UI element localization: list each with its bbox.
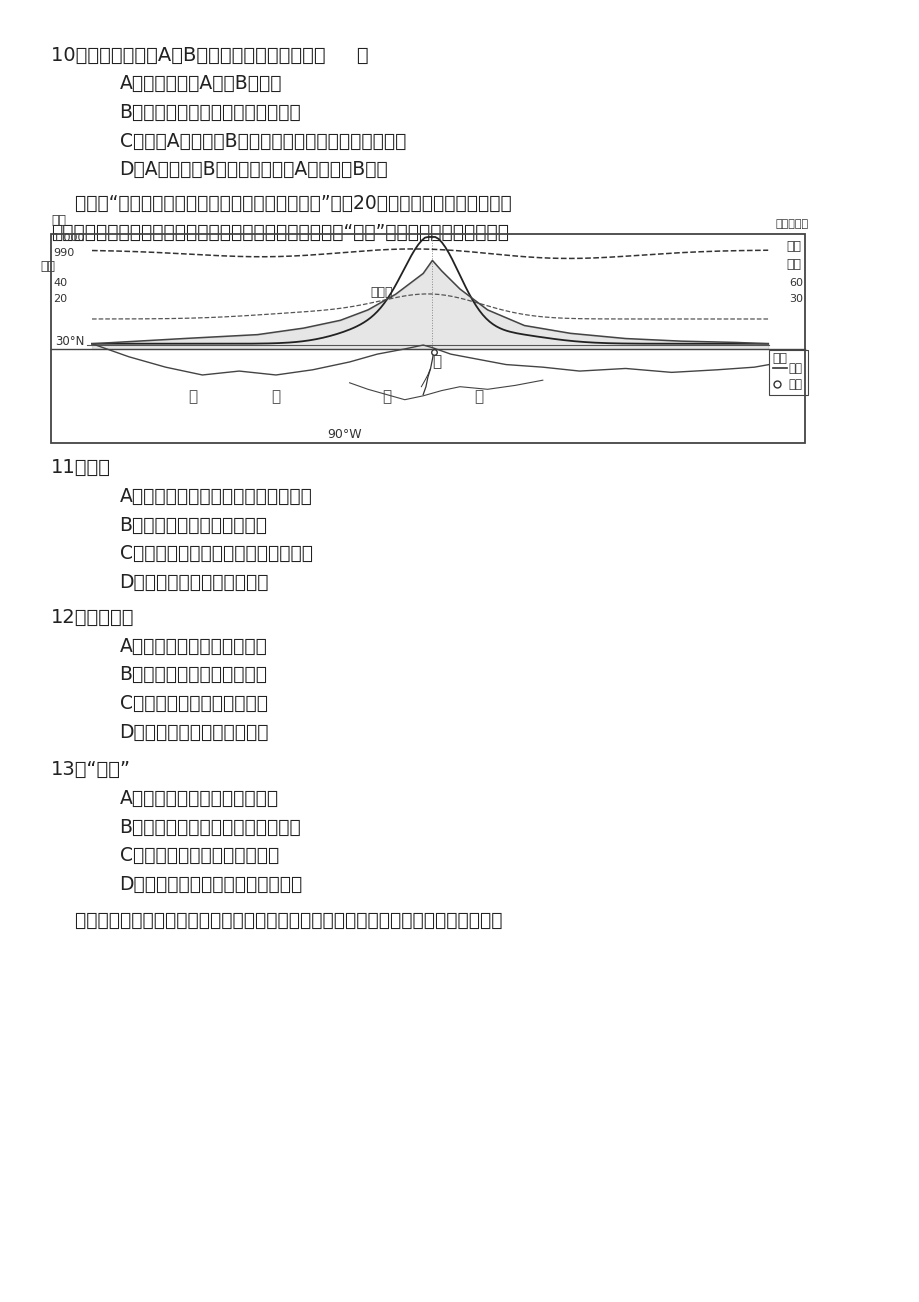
Text: B．两地主要以温带落叶阔叶林为主: B．两地主要以温带落叶阔叶林为主 <box>119 103 301 122</box>
Text: A．沿海深受寒流影响，降水少蒸发弱: A．沿海深受寒流影响，降水少蒸发弱 <box>119 487 312 506</box>
Text: 1 000: 1 000 <box>53 233 85 243</box>
Text: D．A地纬度比B地低，所以冬季A地气温比B地高: D．A地纬度比B地低，所以冬季A地气温比B地高 <box>119 160 388 180</box>
Text: B．制造业的研发与生产部门多迁出: B．制造业的研发与生产部门多迁出 <box>119 818 301 837</box>
Text: 图例: 图例 <box>772 352 787 365</box>
Text: 森林火灾发生频率与当地降水的季节变化相关，而且监测显示过火林地水土流失加剧。: 森林火灾发生频率与当地降水的季节变化相关，而且监测显示过火林地水土流失加剧。 <box>51 911 502 931</box>
Text: 90°W: 90°W <box>327 428 362 441</box>
Text: D．城市中心区大力兴建高档住宅区: D．城市中心区大力兴建高档住宅区 <box>119 875 302 894</box>
Text: 11．甲地: 11．甲地 <box>51 458 110 478</box>
Text: 60: 60 <box>789 277 802 288</box>
Text: B．城市应该启动防内涝预案: B．城市应该启动防内涝预案 <box>119 665 267 685</box>
Text: 毫米: 毫米 <box>40 260 55 273</box>
Text: D．盛行西南风导致气温升高: D．盛行西南风导致气温升高 <box>119 723 269 742</box>
Text: 下图是“某国沿海地区及夏季某日气象资料统计图”。分20世纪中后期开始，该国东北: 下图是“某国沿海地区及夏季某日气象资料统计图”。分20世纪中后期开始，该国东北 <box>51 194 511 214</box>
Text: 风速: 风速 <box>786 258 800 271</box>
Text: 千米／小时: 千米／小时 <box>775 219 808 229</box>
Text: C．受暖锋影响形成大量降水: C．受暖锋影响形成大量降水 <box>119 694 267 713</box>
Text: 13．“锈带”: 13．“锈带” <box>51 760 130 780</box>
Text: 12．此时甲地: 12．此时甲地 <box>51 608 134 628</box>
Text: A．已成为世界微电子产业中心: A．已成为世界微电子产业中心 <box>119 789 278 809</box>
Text: 哥: 哥 <box>381 389 391 405</box>
Text: A．气温年较巪A地与B地相同: A．气温年较巪A地与B地相同 <box>119 74 282 94</box>
Text: 10．下列关于图中A、B两地的叙述，正确的是（     ）: 10．下列关于图中A、B两地的叙述，正确的是（ ） <box>51 46 368 65</box>
Text: B．河流径流量的季节变化小: B．河流径流量的季节变化小 <box>119 516 267 535</box>
Text: 湾: 湾 <box>473 389 482 405</box>
Text: C．冬季A地气温比B地低，洋流是其主要影响因素之一: C．冬季A地气温比B地低，洋流是其主要影响因素之一 <box>119 132 405 151</box>
Text: A．受强烈的热带高气压影响: A．受强烈的热带高气压影响 <box>119 637 267 656</box>
Text: 西: 西 <box>271 389 280 405</box>
Text: C．所在三角洲地势低洼，湿地分布广: C．所在三角洲地势低洼，湿地分布广 <box>119 544 312 564</box>
Text: D．属于亚热带常绿硬叶林带: D．属于亚热带常绿硬叶林带 <box>119 573 269 592</box>
Text: 20: 20 <box>53 294 67 305</box>
Text: 990: 990 <box>53 247 74 258</box>
Text: 30°N: 30°N <box>55 335 85 348</box>
Text: 墨: 墨 <box>188 389 198 405</box>
Text: 百帕: 百帕 <box>51 214 66 227</box>
Text: 部制造业由盛转衰，被工厂遗弃的设备锈迹斋斋，从而成为“锈带”。读图，回答下面小题。: 部制造业由盛转衰，被工厂遗弃的设备锈迹斋斋，从而成为“锈带”。读图，回答下面小题… <box>51 223 508 242</box>
Text: 40: 40 <box>53 277 67 288</box>
Text: 30: 30 <box>789 294 802 305</box>
Text: 河流: 河流 <box>788 362 801 375</box>
Text: 城市: 城市 <box>788 378 801 391</box>
Text: 甲: 甲 <box>432 354 441 370</box>
Text: 降水量: 降水量 <box>370 286 392 299</box>
Text: C．青庄年人口的比重有所下降: C．青庄年人口的比重有所下降 <box>119 846 278 866</box>
Text: 气压: 气压 <box>786 240 800 253</box>
